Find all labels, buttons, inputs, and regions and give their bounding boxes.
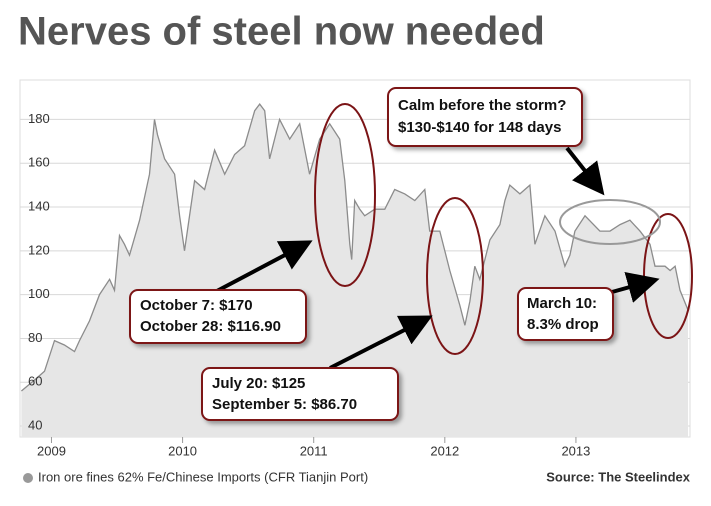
x-tick-label: 2012: [430, 443, 459, 458]
legend-label: Iron ore fines 62% Fe/Chinese Imports (C…: [38, 469, 368, 484]
highlight-ellipse: [314, 103, 376, 287]
y-tick-label: 40: [28, 417, 42, 432]
y-tick-label: 180: [28, 111, 50, 126]
x-tick-label: 2009: [37, 443, 66, 458]
highlight-ellipse: [426, 197, 484, 355]
chart-title: Nerves of steel now needed: [18, 10, 545, 54]
y-tick-label: 100: [28, 286, 50, 301]
line: [20, 103, 689, 392]
y-tick-label: 160: [28, 155, 50, 170]
x-tick-label: 2011: [300, 443, 328, 458]
annotation: Calm before the storm?: [398, 97, 566, 114]
annotation: 8.3% drop: [527, 316, 599, 333]
arrows: [214, 146, 660, 370]
annotation: March 10:: [527, 295, 597, 312]
annotation: $130-$140 for 148 days: [398, 119, 561, 136]
annotation: October 7: $170: [140, 297, 253, 314]
source: Source: The Steelindex: [546, 469, 691, 484]
annotation: October 28: $116.90: [140, 318, 281, 335]
annotation: July 20: $125: [212, 375, 305, 392]
annotation: September 5: $86.70: [212, 396, 357, 413]
legend-swatch: [23, 473, 33, 483]
x-tick-label: 2010: [168, 443, 197, 458]
y-tick-label: 80: [28, 330, 42, 345]
y-tick-label: 140: [28, 198, 50, 213]
annotation-box: [387, 87, 583, 147]
highlight-ellipse: [559, 199, 661, 245]
y-tick-label: 60: [28, 374, 42, 389]
x-tick-label: 2013: [561, 443, 590, 458]
annotation-box: [129, 289, 307, 344]
y-tick-label: 120: [28, 242, 50, 257]
area: [21, 104, 689, 437]
annotation-box: [517, 287, 614, 341]
annotation-box: [201, 367, 399, 421]
